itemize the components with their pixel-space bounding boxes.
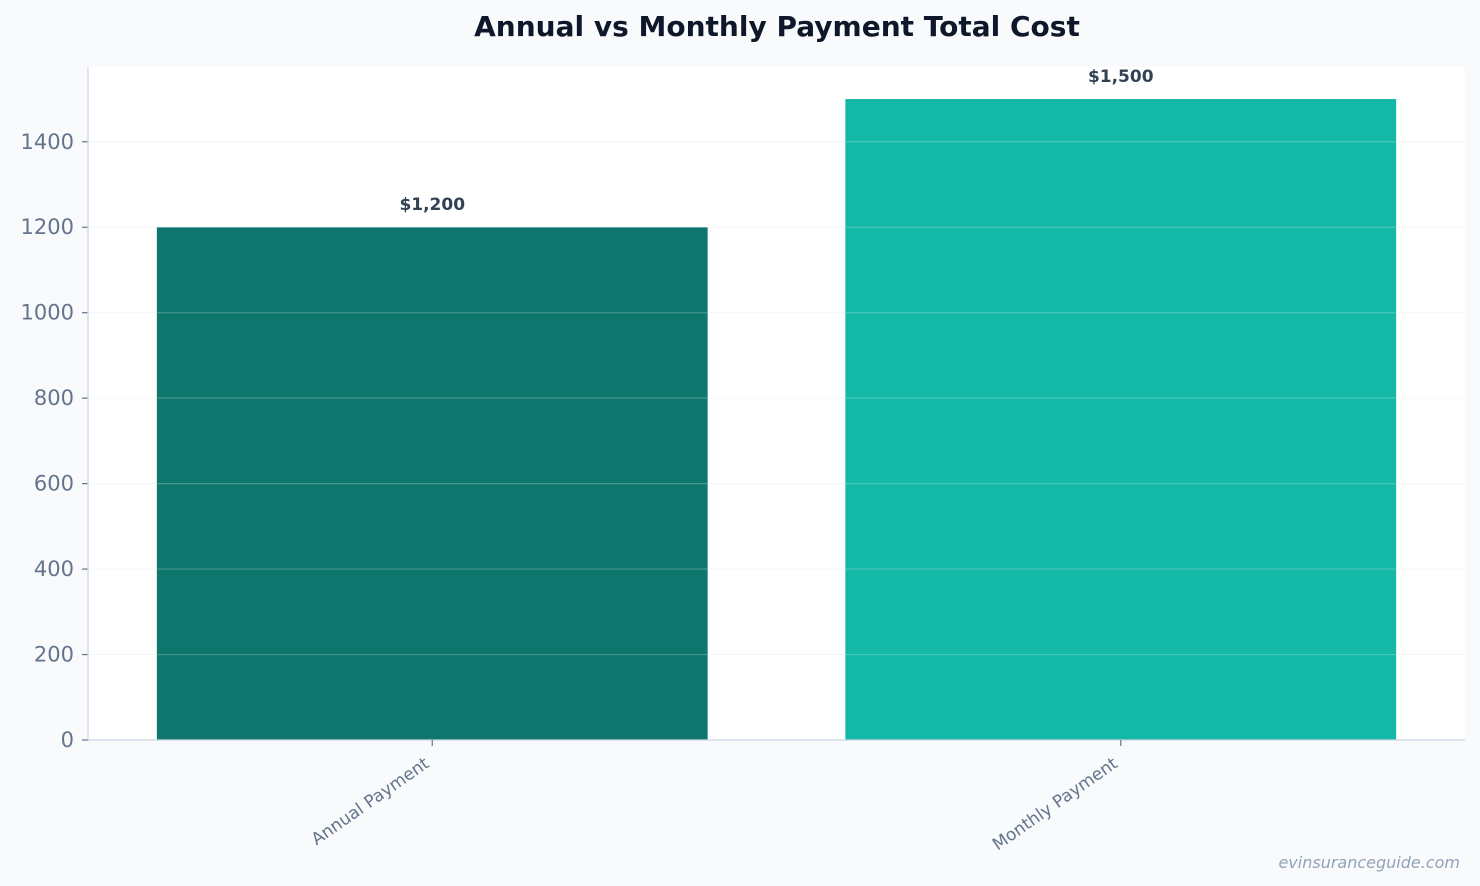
y-tick-label: 0 <box>61 728 74 752</box>
data-label: $1,500 <box>1088 67 1154 87</box>
bar <box>845 99 1397 741</box>
y-tick-label: 600 <box>34 472 74 496</box>
x-tick-label: Annual Payment <box>308 754 434 850</box>
y-tick-label: 1200 <box>21 215 74 239</box>
y-tick-label: 200 <box>34 643 74 667</box>
watermark-text: evinsuranceguide.com <box>1278 853 1460 872</box>
y-tick-label: 800 <box>34 386 74 410</box>
y-tick-label: 1000 <box>21 301 74 325</box>
data-labels: $1,200 $1,500 <box>399 67 1153 215</box>
x-tick-labels: Annual Payment Monthly Payment <box>308 754 1122 855</box>
bars <box>156 99 1397 741</box>
y-tick-label: 400 <box>34 557 74 581</box>
y-tick-label: 1400 <box>21 130 74 154</box>
axes <box>82 67 1465 746</box>
bar <box>156 227 708 740</box>
y-tick-labels: 0 200 400 600 800 1000 1200 1400 <box>21 130 74 752</box>
bar-gridlines <box>88 141 1465 656</box>
chart-title: Annual vs Monthly Payment Total Cost <box>474 10 1080 43</box>
x-tick-label: Monthly Payment <box>989 754 1122 855</box>
data-label: $1,200 <box>399 195 465 215</box>
